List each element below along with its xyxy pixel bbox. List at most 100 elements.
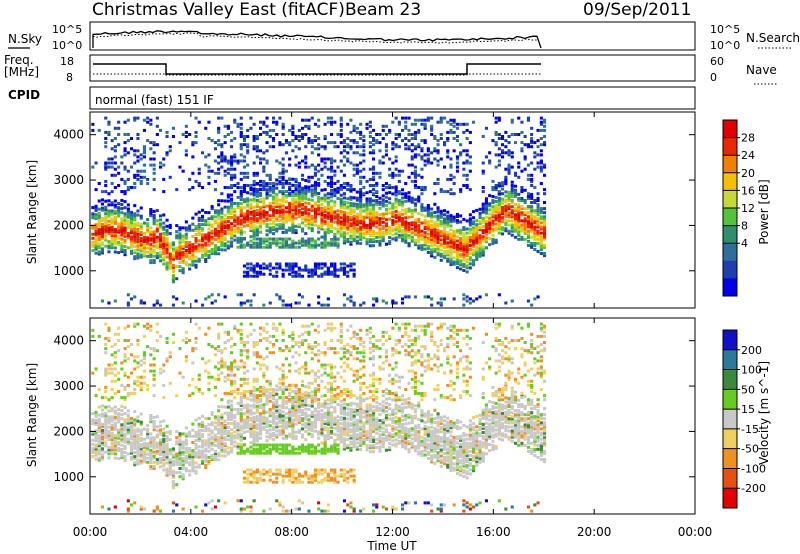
power-cell <box>491 215 495 219</box>
power-cell <box>501 226 505 230</box>
power-cell <box>294 241 298 245</box>
velocity-cell <box>213 439 217 443</box>
power-cell <box>252 179 256 183</box>
power-cell <box>252 171 256 175</box>
power-cell <box>413 153 417 157</box>
power-cell <box>236 159 240 163</box>
power-cell <box>136 116 140 120</box>
power-cell <box>307 118 311 122</box>
velocity-cell <box>146 383 150 387</box>
power-cell <box>272 182 276 185</box>
power-cell <box>204 247 208 251</box>
power-cell <box>159 259 163 263</box>
power-cell <box>336 243 340 247</box>
velocity-cell <box>133 324 137 328</box>
power-cell <box>130 229 134 233</box>
power-cell <box>268 182 272 185</box>
power-cell <box>268 301 272 305</box>
power-cell <box>242 171 246 175</box>
power-cell <box>526 116 530 120</box>
power-cell <box>410 155 414 159</box>
power-cell <box>168 223 172 227</box>
power-cell <box>317 137 321 140</box>
power-cell <box>268 241 272 245</box>
power-cell <box>526 231 530 235</box>
velocity-cell <box>104 422 108 426</box>
power-cell <box>484 215 488 219</box>
power-cell <box>323 232 327 236</box>
power-cell <box>207 231 211 235</box>
power-cell <box>91 226 95 230</box>
power-cell <box>436 228 440 232</box>
power-cell <box>255 229 259 233</box>
velocity-cell <box>126 324 130 328</box>
power-cell <box>297 147 301 151</box>
power-cell <box>472 238 476 242</box>
power-cell <box>510 133 514 136</box>
power-cell <box>307 137 311 140</box>
power-cell <box>346 217 350 221</box>
power-cell <box>491 209 495 213</box>
velocity-cell <box>130 443 134 447</box>
power-cell <box>339 212 343 216</box>
power-cell <box>365 242 369 246</box>
power-cell <box>207 235 211 239</box>
power-cell <box>381 220 385 224</box>
power-cell <box>449 128 453 132</box>
power-cell <box>430 213 434 217</box>
power-cell <box>443 239 447 243</box>
power-cell <box>352 218 356 222</box>
power-cell <box>139 231 143 234</box>
power-cell <box>449 216 453 220</box>
power-cell <box>313 219 317 223</box>
power-cell <box>233 234 237 238</box>
power-cell <box>171 257 175 261</box>
velocity-cell <box>230 373 234 377</box>
power-cell <box>307 202 311 205</box>
velocity-cell <box>130 445 134 449</box>
power-cell <box>217 143 221 147</box>
power-cell <box>123 218 127 222</box>
power-cell <box>94 229 98 233</box>
power-cell <box>394 214 398 217</box>
velocity-cell <box>201 392 205 395</box>
power-cell <box>333 159 337 163</box>
power-cell <box>530 227 534 231</box>
power-cell <box>543 188 547 192</box>
velocity-cell <box>136 365 140 369</box>
velocity-cell <box>152 454 156 458</box>
power-cell <box>475 231 479 235</box>
power-cell <box>497 137 501 140</box>
power-cell <box>317 200 321 204</box>
velocity-cell <box>236 436 240 440</box>
velocity-cell <box>210 429 214 433</box>
power-cell <box>159 214 163 218</box>
velocity-cell <box>201 423 205 426</box>
power-cell <box>462 240 466 244</box>
velocity-cell <box>168 355 172 359</box>
power-cell <box>526 225 530 229</box>
power-cell <box>304 195 308 199</box>
power-cell <box>481 216 485 220</box>
power-cell <box>426 157 430 161</box>
power-cell <box>465 128 469 132</box>
velocity-cell <box>139 381 143 385</box>
power-cell <box>239 222 243 226</box>
power-cell <box>236 236 240 240</box>
power-cell <box>133 204 137 208</box>
power-cell <box>268 175 272 179</box>
power-cell <box>233 167 237 171</box>
velocity-cell <box>239 400 243 403</box>
power-cell <box>484 223 488 227</box>
velocity-cell <box>94 423 98 426</box>
power-cell <box>443 241 447 245</box>
power-cell <box>462 269 466 272</box>
power-cell <box>320 221 324 225</box>
velocity-cell <box>149 436 153 440</box>
power-cell <box>207 227 211 231</box>
power-cell <box>255 219 259 223</box>
velocity-cell <box>223 442 227 446</box>
velocity-cell <box>204 463 208 467</box>
velocity-cell <box>110 379 114 383</box>
velocity-cell <box>139 430 143 434</box>
